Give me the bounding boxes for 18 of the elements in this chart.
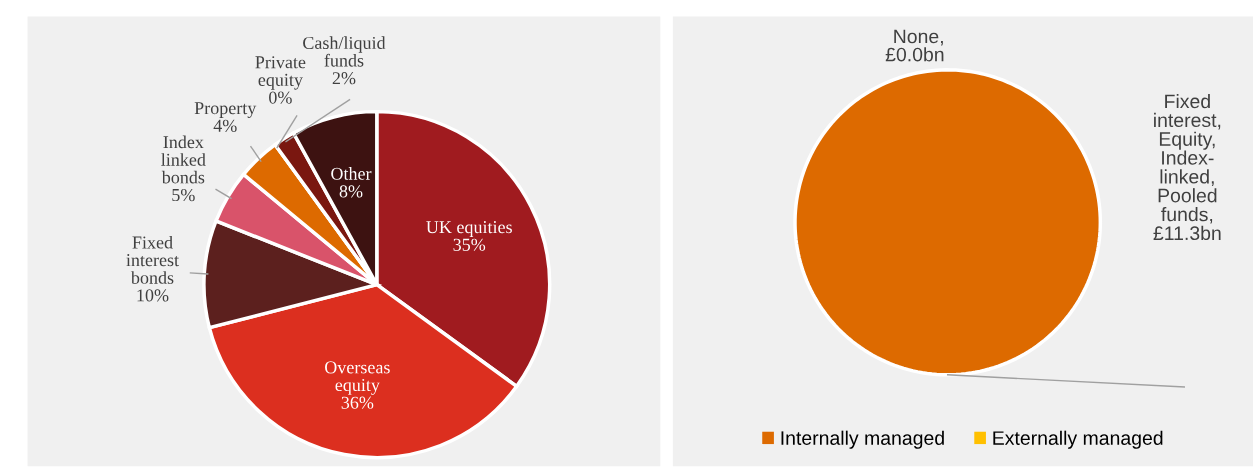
slice-label: Property [194,102,257,118]
slice-label: Fixed interest bonds [126,235,179,284]
data-label: 8% [339,185,363,198]
text: None, £0.0bn [885,29,944,62]
slice-label: Index linked bonds [161,135,206,184]
data-label: 2% [332,72,356,85]
slice-label: Overseas equity [325,361,390,395]
data-label: 5% [172,188,195,202]
slice-label: UK equities [426,221,512,237]
legend-label: Externally managed [993,430,1163,449]
text: 0% [269,91,292,104]
legend-label: Internally managed [781,430,944,449]
slice-label: Other [331,167,372,180]
data-label: 4% [213,119,237,132]
data-label: Fixed interest, Equity, Index- linked, Pooled funds, £11.3bn [1153,93,1221,241]
data-label: 35% [453,238,486,251]
data-label: 10% [137,289,169,302]
data-label: 36% [341,396,374,409]
